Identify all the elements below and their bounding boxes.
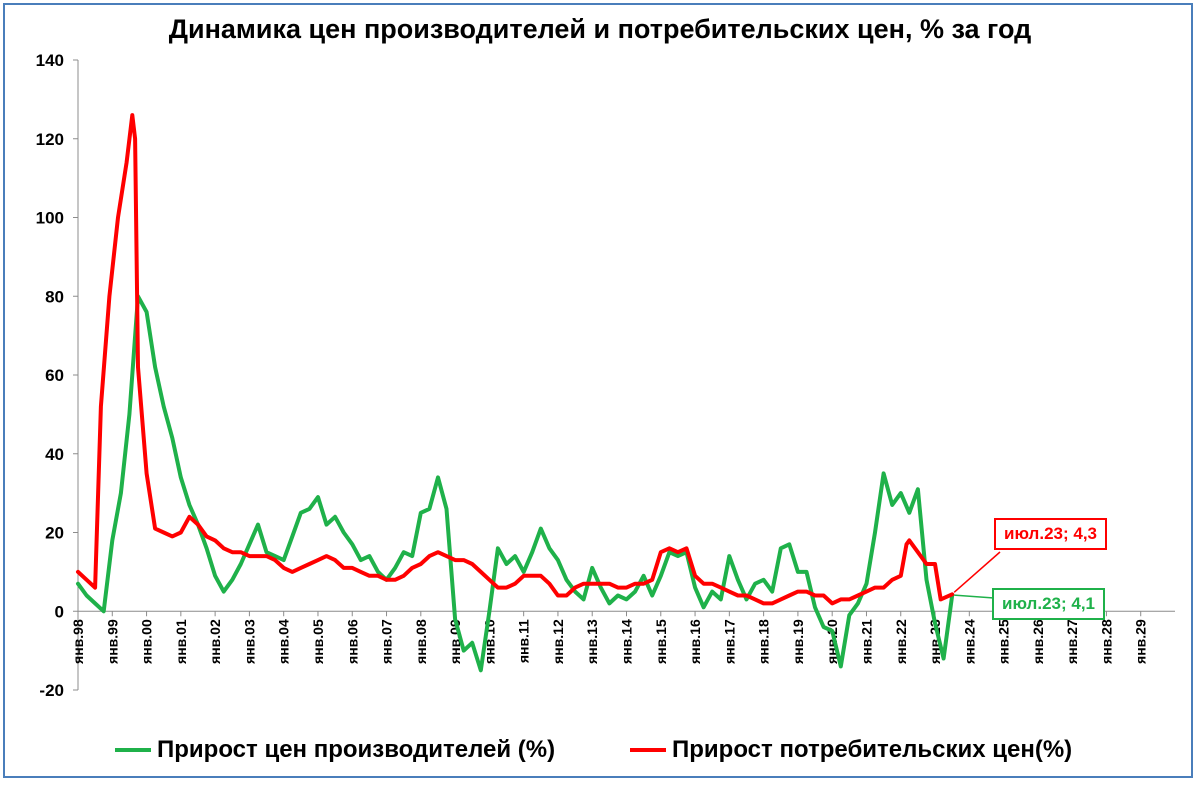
x-axis-tick-label: янв.05 (310, 619, 326, 664)
annotation-producer: июл.23; 4,1 (992, 588, 1105, 620)
x-axis-tick-label: янв.12 (550, 619, 566, 664)
x-axis-tick-label: янв.18 (756, 619, 772, 664)
x-axis-tick-label: янв.99 (104, 619, 120, 664)
legend-item-consumer: Прирост потребительских цен(%) (630, 736, 1072, 764)
x-axis-tick-label: янв.03 (241, 619, 257, 664)
y-axis-tick-label: 20 (45, 524, 64, 543)
x-axis-tick-label: янв.01 (173, 619, 189, 664)
annotation-consumer: июл.23; 4,3 (994, 518, 1107, 550)
y-axis-tick-label: 100 (36, 209, 64, 228)
y-axis-tick-label: 60 (45, 366, 64, 385)
x-axis-tick-label: янв.28 (1098, 619, 1114, 664)
x-axis-tick-label: янв.22 (893, 619, 909, 664)
x-axis-tick-label: янв.00 (139, 619, 155, 664)
chart-title: Динамика цен производителей и потребител… (168, 14, 1032, 44)
x-axis-tick-label: янв.98 (70, 619, 86, 664)
legend-swatch-producer (115, 748, 151, 752)
x-axis-tick-label: янв.27 (1064, 619, 1080, 664)
chart-frame (3, 3, 1193, 778)
x-axis-tick-label: янв.21 (858, 619, 874, 664)
x-axis-tick-label: янв.19 (790, 619, 806, 664)
x-axis-tick-label: янв.25 (996, 619, 1012, 664)
x-axis-tick-label: янв.06 (344, 619, 360, 664)
y-axis-tick-label: -20 (39, 681, 64, 700)
x-axis-tick-label: янв.04 (276, 619, 292, 664)
annotation-leader-consumer (953, 551, 1001, 593)
x-axis-tick-label: янв.15 (653, 619, 669, 664)
y-axis-tick-label: 40 (45, 445, 64, 464)
x-axis-tick-label: янв.23 (927, 619, 943, 664)
x-axis-tick-label: янв.13 (584, 619, 600, 664)
x-axis-tick-label: янв.24 (961, 619, 977, 664)
y-axis-tick-label: 0 (55, 602, 64, 621)
x-axis-tick-label: янв.02 (207, 619, 223, 664)
x-axis-tick-label: янв.16 (687, 619, 703, 664)
legend-label-producer: Прирост цен производителей (%) (157, 736, 556, 763)
x-axis-tick-label: янв.29 (1133, 619, 1149, 664)
series-line-producer (76, 294, 955, 673)
x-axis-tick-label: янв.14 (619, 619, 635, 664)
x-axis-tick-label: янв.07 (379, 619, 395, 664)
y-axis-tick-label: 80 (45, 287, 64, 306)
legend-item-producer: Прирост цен производителей (%) (115, 736, 555, 764)
legend-label-consumer: Прирост потребительских цен(%) (672, 736, 1073, 763)
x-axis-tick-label: янв.11 (516, 619, 532, 663)
y-axis-tick-label: 120 (36, 130, 64, 149)
x-axis-tick-label: янв.17 (721, 619, 737, 664)
annotation-leader-producer (954, 594, 995, 599)
series-line-consumer (76, 113, 955, 606)
x-axis-tick-label: янв.08 (413, 619, 429, 664)
legend-swatch-consumer (630, 748, 666, 752)
legend: Прирост цен производителей (%) Прирост п… (0, 736, 1200, 770)
y-axis-tick-label: 140 (36, 51, 64, 70)
x-axis-tick-label: янв.26 (1030, 619, 1046, 664)
